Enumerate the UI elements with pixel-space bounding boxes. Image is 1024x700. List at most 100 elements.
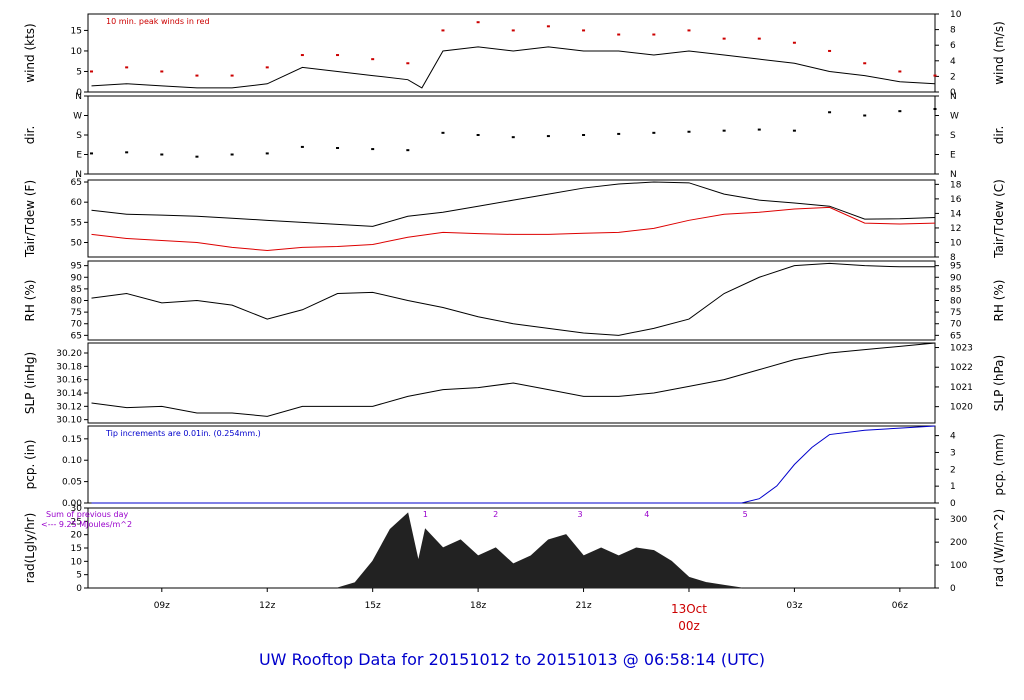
wind-line-series-0 [91,46,936,89]
dir-point [336,147,340,149]
temp-right-tick-label: 18 [950,180,962,190]
rad-annotation: <--- 9.25 MJoules/m^2 [41,520,132,529]
slp-right-axis-title: SLP (hPa) [992,355,1006,411]
dir-point [406,149,410,152]
slp-left-tick-label: 30.20 [56,349,82,359]
temp-right-tick-label: 12 [950,224,961,234]
dir-point [757,128,761,131]
date-label: 13Oct [671,602,707,616]
dir-right-tick-label: W [950,112,959,122]
dir-right-tick-label: N [950,170,957,180]
temp-right-axis-title: Tair/Tdew (C) [992,179,1006,259]
rad-right-tick-label: 300 [950,515,967,525]
slp-right-tick-label: 1021 [950,383,973,393]
wind-point [125,66,129,69]
rh-right-tick-label: 70 [950,320,962,330]
slp-right-tick-label: 1020 [950,403,973,413]
time-tick-label: 12z [259,601,275,611]
wind-point [90,70,94,73]
slp-left-tick-label: 30.12 [56,402,82,412]
rh-left-tick-label: 75 [71,308,82,318]
wind-point [652,33,656,36]
dir-point [230,153,234,156]
dir-point [863,114,867,117]
slp-left-tick-label: 30.14 [56,389,82,399]
dir-point [125,151,129,154]
dir-point [160,153,164,156]
wind-left-axis-title: wind (kts) [23,23,37,82]
wind-point [265,66,269,69]
dir-right-tick-label: E [950,151,956,161]
dir-point [371,148,375,151]
temp-line-series-1 [91,206,936,252]
temp-left-tick-label: 55 [71,218,82,228]
rh-left-axis-title: RH (%) [23,280,37,322]
dir-point [792,129,796,132]
dir-point [652,131,656,134]
dir-point [617,132,621,135]
rh-left-tick-label: 85 [71,285,82,295]
rh-right-tick-label: 90 [950,273,962,283]
dir-point [687,130,691,133]
temp-left-tick-label: 50 [71,238,83,248]
wind-right-tick-label: 6 [950,41,956,51]
rad-left-tick-label: 25 [71,517,82,527]
wind-annotation: 10 min. peak winds in red [106,17,210,26]
wind-point [582,29,586,32]
wind-right-tick-label: 10 [950,10,962,20]
rh-right-tick-label: 95 [950,262,961,272]
wind-point [230,74,234,77]
rad-hour-mark: 1 [423,510,428,519]
wind-right-axis-title: wind (m/s) [992,21,1006,85]
wind-point [898,70,902,73]
rad-hour-mark: 3 [577,510,582,519]
rh-right-axis-title: RH (%) [992,280,1006,322]
rad-right-tick-label: 200 [950,538,967,548]
dir-left-axis-title: dir. [23,126,37,145]
dir-point [511,136,515,139]
rad-hour-mark: 2 [493,510,498,519]
temp-left-axis-title: Tair/Tdew (F) [23,180,37,258]
pcp-right-tick-label: 2 [950,465,956,475]
dir-point [476,134,480,136]
rh-right-tick-label: 80 [950,297,962,307]
dir-point [195,155,199,158]
slp-left-tick-label: 30.16 [56,376,82,386]
rad-left-axis-title: rad(Lgly/hr) [23,513,37,584]
rh-right-tick-label: 85 [950,285,961,295]
wind-point [160,70,164,73]
time-tick-label: 03z [786,601,802,611]
pcp-right-tick-label: 3 [950,448,956,458]
wind-left-tick-label: 15 [71,26,82,36]
rad-right-tick-label: 0 [950,584,956,594]
dir-left-tick-label: E [76,151,82,161]
time-tick-label: 18z [470,601,486,611]
rad-left-tick-label: 10 [71,557,83,567]
wind-left-tick-label: 0 [76,88,82,98]
temp-line-series-0 [91,181,936,227]
rh-right-tick-label: 65 [950,331,961,341]
temp-right-tick-label: 8 [950,253,956,263]
wind-point [757,37,761,40]
wind-point [476,21,480,24]
temp-left-tick-label: 60 [71,198,83,208]
pcp-line-series-0 [91,425,936,504]
rh-right-tick-label: 75 [950,308,961,318]
wind-point [371,58,375,61]
wind-right-tick-label: 8 [950,26,956,36]
pcp-right-tick-label: 1 [950,482,956,492]
temp-right-tick-label: 16 [950,195,962,205]
dir-frame [87,95,936,175]
wind-point [406,62,410,65]
rad-left-tick-label: 30 [71,504,83,514]
dir-point [546,135,550,138]
wind-point [687,29,691,32]
wind-point [933,74,937,77]
wind-frame [87,13,936,93]
dir-point [828,111,832,114]
dir-left-tick-label: S [76,131,82,141]
chart-footer-title: UW Rooftop Data for 20151012 to 20151013… [258,650,766,669]
wind-point [792,41,796,44]
time-tick-label: 06z [892,601,908,611]
